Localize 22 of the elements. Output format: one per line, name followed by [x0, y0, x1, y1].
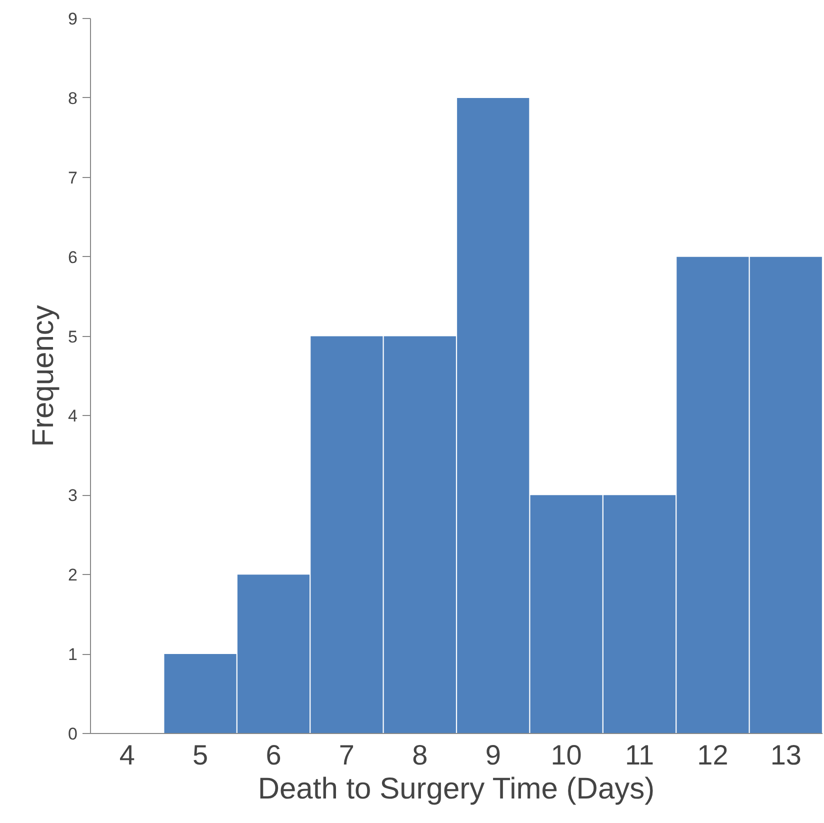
y-tick-label: 6: [68, 248, 78, 267]
x-tick-label: 7: [338, 740, 354, 770]
x-tick-label: 6: [266, 740, 282, 770]
y-tick-label: 8: [68, 88, 78, 108]
x-tick-label: 8: [412, 740, 428, 770]
x-tick-label: 11: [624, 740, 654, 770]
x-tick-label: 5: [192, 740, 208, 770]
y-tick-label: 5: [68, 327, 78, 346]
y-tick-label: 1: [68, 645, 78, 664]
y-axis-title: Frequency: [27, 305, 60, 447]
y-tick-label: 3: [68, 486, 78, 506]
y-tick-label: 0: [68, 724, 78, 744]
y-tick-label: 7: [68, 168, 78, 188]
x-tick-label: 10: [550, 740, 582, 770]
y-tick-label: 4: [68, 406, 78, 426]
x-axis-title: Death to Surgery Time (Days): [258, 772, 655, 806]
y-tick-label: 9: [68, 10, 78, 28]
x-tick-label: 12: [697, 740, 728, 770]
y-tick-label: 2: [68, 566, 78, 585]
x-tick-label: 9: [485, 740, 501, 770]
x-tick-label: 4: [119, 740, 135, 770]
x-tick-label: 13: [770, 740, 802, 770]
